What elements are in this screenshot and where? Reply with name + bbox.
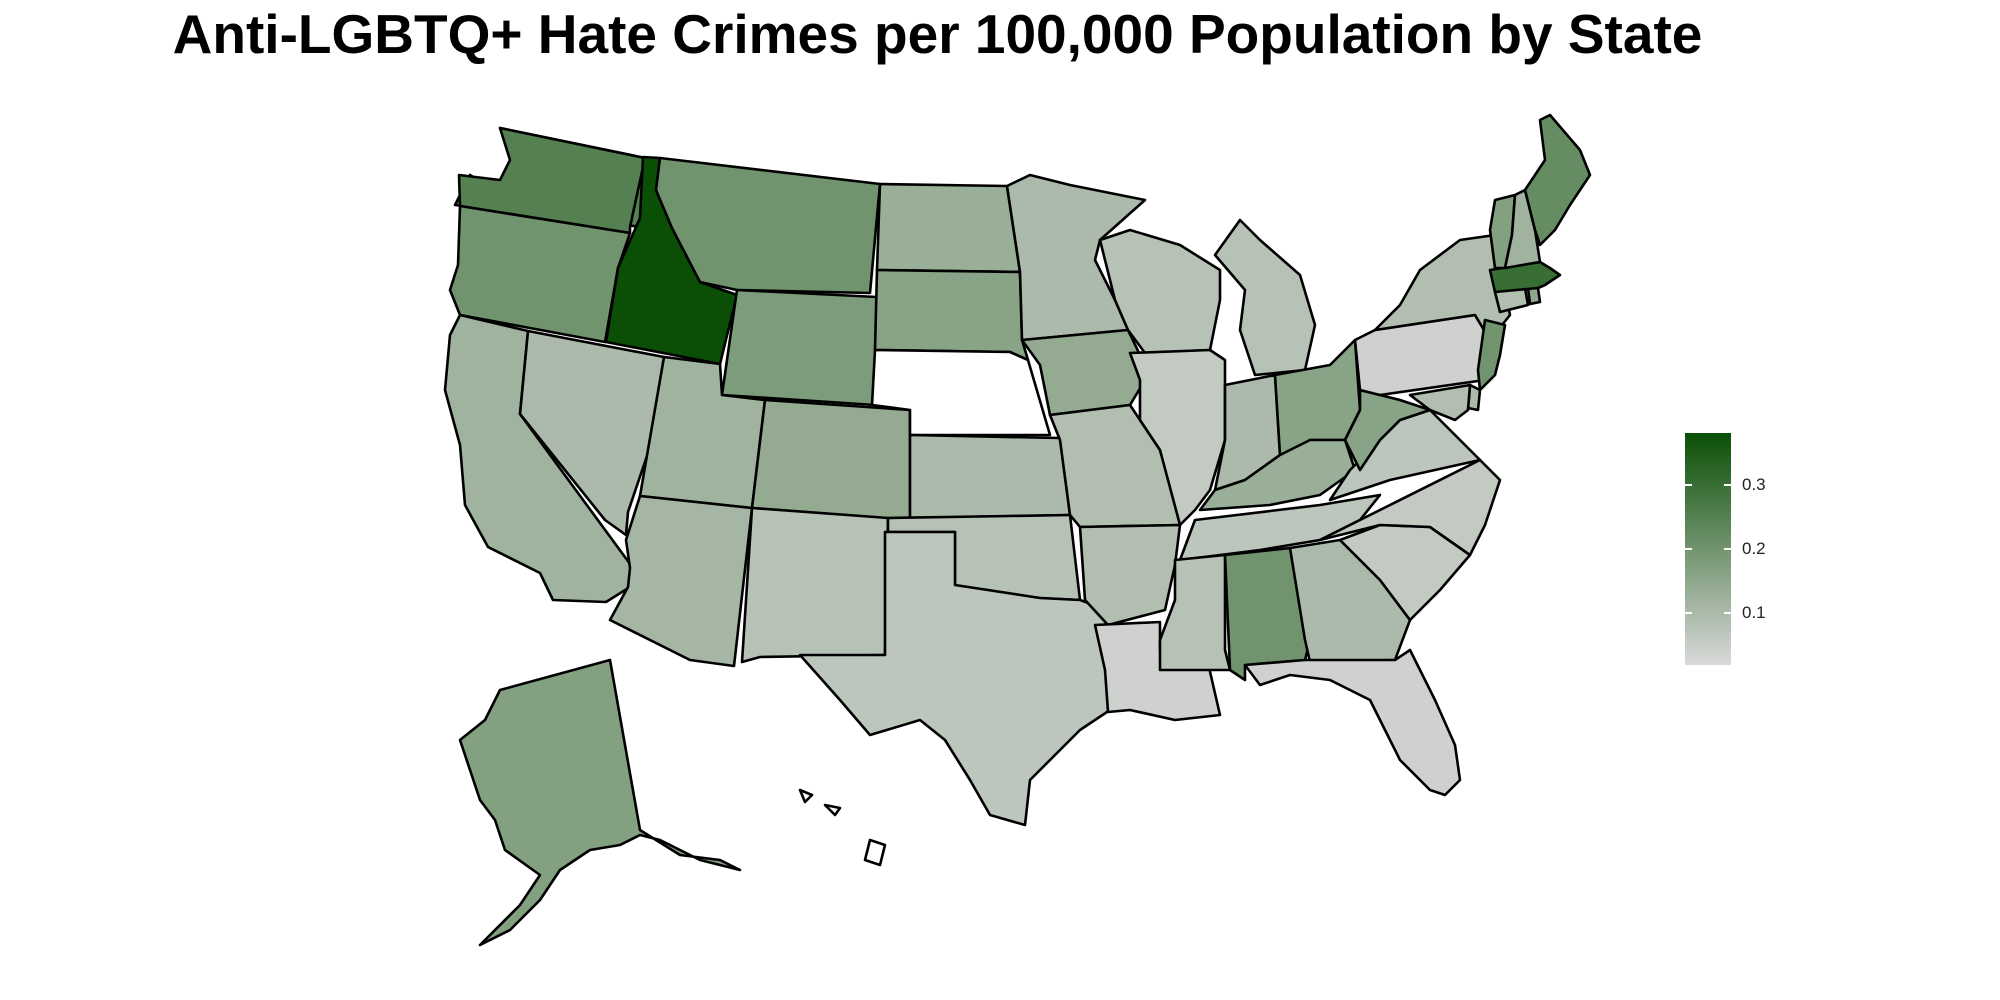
state-alaska <box>458 658 742 947</box>
state-michigan <box>1213 218 1317 377</box>
state-texas <box>798 530 1112 827</box>
legend-tick-label: 0.2 <box>1742 539 1766 558</box>
state-west-virginia <box>1343 388 1432 472</box>
state-maine <box>1523 113 1592 247</box>
legend-colorbar <box>1685 433 1731 665</box>
state-california <box>443 313 635 604</box>
state-colorado <box>750 398 912 522</box>
state-illinois <box>1128 348 1227 527</box>
state-arizona <box>608 494 754 668</box>
state-wisconsin <box>1098 228 1222 355</box>
legend: 0.3 0.2 0.1 <box>1685 433 1825 668</box>
state-kentucky <box>1198 438 1357 512</box>
legend-tick-label: 0.3 <box>1742 474 1766 494</box>
state-hawaii <box>798 788 814 804</box>
state-new-mexico <box>740 506 890 664</box>
states-layer <box>443 113 1592 947</box>
state-north-carolina <box>1318 458 1502 557</box>
state-florida <box>1243 648 1462 797</box>
state-maryland <box>1408 383 1472 422</box>
state-south-dakota <box>873 268 1030 362</box>
state-new-jersey <box>1476 318 1507 392</box>
map-title: Anti-LGBTQ+ Hate Crimes per 100,000 Popu… <box>172 3 1703 65</box>
state-hawaii <box>863 838 887 867</box>
state-oregon <box>448 204 632 344</box>
state-hawaii <box>823 803 842 817</box>
legend-tick-label: 0.1 <box>1742 603 1766 623</box>
state-minnesota <box>1005 173 1147 342</box>
state-massachusetts <box>1488 260 1562 294</box>
state-kansas <box>908 433 1072 520</box>
state-wyoming <box>720 288 879 407</box>
state-nebraska <box>870 348 1052 437</box>
state-north-dakota <box>875 182 1022 274</box>
state-pennsylvania <box>1353 313 1492 397</box>
state-arkansas <box>1078 523 1182 627</box>
state-louisiana <box>1093 620 1222 722</box>
state-rhode-island <box>1526 286 1542 306</box>
